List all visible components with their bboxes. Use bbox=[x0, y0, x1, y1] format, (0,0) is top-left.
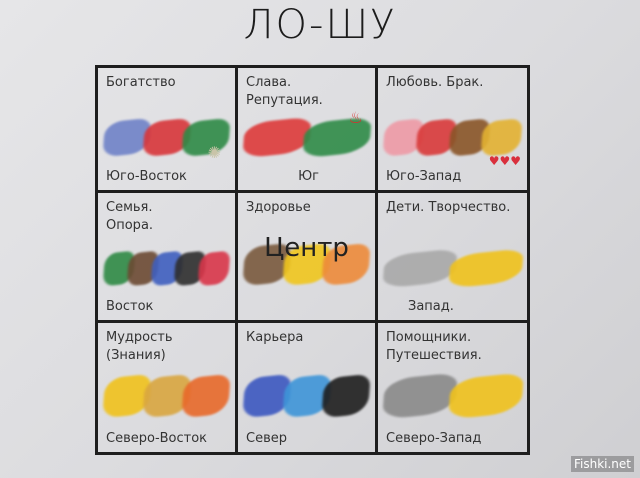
cell-label: Здоровье bbox=[246, 200, 311, 215]
cell-label: Любовь. Брак. bbox=[386, 75, 484, 90]
cell-direction: Юг bbox=[298, 169, 319, 184]
sparkle-icon: ✺ bbox=[207, 143, 221, 162]
cell-label: Семья. Опора. bbox=[106, 200, 154, 233]
grid-cell: Семья. Опора. Восток bbox=[98, 193, 238, 323]
cell-label: Богатство bbox=[106, 75, 176, 90]
grid-cell: Здоровье Центр bbox=[238, 193, 378, 323]
grid-cell: Помощники. Путешествия. Северо-Запад bbox=[378, 323, 527, 452]
cell-label: Дети. Творчество. bbox=[386, 200, 511, 215]
fire-icon: ♨ bbox=[348, 108, 363, 127]
cell-label: Мудрость (Знания) bbox=[106, 330, 173, 363]
color-swatch bbox=[242, 116, 312, 158]
color-swatch bbox=[447, 371, 523, 420]
color-swatches bbox=[242, 367, 371, 424]
grid-cell: Богатство ✺ Юго-Восток bbox=[98, 68, 238, 193]
color-swatch bbox=[382, 248, 458, 289]
cell-direction: Север bbox=[246, 431, 287, 446]
cell-label: Слава. Репутация. bbox=[246, 75, 323, 108]
color-swatch bbox=[382, 371, 458, 420]
cell-direction: Северо-Восток bbox=[106, 431, 208, 446]
grid-cell: Карьера Север bbox=[238, 323, 378, 452]
color-swatches bbox=[102, 367, 231, 424]
lo-shu-grid: Богатство ✺ Юго-Восток Слава. Репутация. ♨ Юг… bbox=[95, 65, 530, 455]
color-swatches bbox=[382, 245, 523, 292]
hearts-icon: ♥♥♥ bbox=[488, 154, 521, 168]
cell-label: Помощники. Путешествия. bbox=[386, 330, 482, 363]
grid-cell: Любовь. Брак. ♥♥♥ Юго-Запад bbox=[378, 68, 527, 193]
cell-direction: Восток bbox=[106, 299, 154, 314]
grid-cell: Мудрость (Знания) Северо-Восток bbox=[98, 323, 238, 452]
cell-direction: Северо-Запад bbox=[386, 431, 482, 446]
cell-direction: Юго-Восток bbox=[106, 169, 187, 184]
color-swatches bbox=[382, 367, 523, 424]
color-swatch bbox=[197, 250, 231, 287]
cell-direction: Запад. bbox=[408, 299, 454, 314]
cell-direction: Юго-Запад bbox=[386, 169, 462, 184]
grid-cell: Слава. Репутация. ♨ Юг bbox=[238, 68, 378, 193]
page-title: ЛО-ШУ bbox=[243, 2, 397, 48]
color-swatch bbox=[447, 248, 523, 289]
cell-label: Карьера bbox=[246, 330, 304, 345]
watermark: Fishki.net bbox=[570, 456, 634, 472]
color-swatches bbox=[102, 245, 231, 292]
center-word: Центр bbox=[264, 233, 349, 263]
grid-cell: Дети. Творчество. Запад. bbox=[378, 193, 527, 323]
